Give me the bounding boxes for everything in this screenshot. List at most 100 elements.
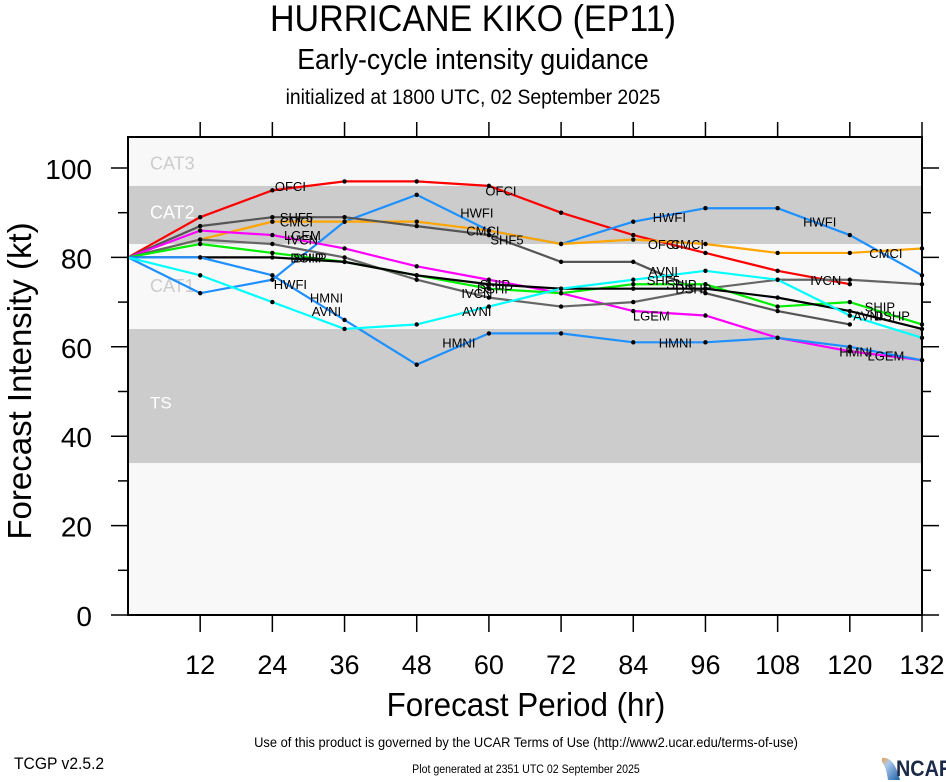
- data-point-ofci: [342, 179, 347, 184]
- series-label-hwfi: HWFI: [653, 210, 686, 225]
- data-point-hmni: [847, 344, 853, 349]
- y-tick-label: 20: [61, 512, 92, 543]
- series-labels: OFCI OFCI OFCI HWFI HWFI HWFI HWFI CMCI CMCI CMCI…: [274, 179, 910, 364]
- version-label: TCGP v2.5.2: [14, 754, 105, 773]
- data-point-shf5: [414, 223, 419, 229]
- band-label-ts: TS: [150, 393, 172, 412]
- data-point-cmci: [486, 228, 492, 233]
- y-axis-label: Forecast Intensity (kt): [1, 222, 38, 540]
- data-point-ship: [558, 290, 564, 296]
- series-label-hmni: HMNI: [659, 335, 692, 350]
- terms-of-use-notice: Use of this product is governed by the U…: [254, 734, 798, 750]
- data-point-shf5: [703, 290, 708, 296]
- series-lines: [127, 179, 925, 367]
- data-point-dshp: [775, 295, 780, 300]
- data-point-ofci: [847, 282, 853, 287]
- series-label-hmni: HMNI: [442, 335, 475, 350]
- series-label-ship: SHIP: [865, 300, 895, 315]
- data-point-cmci: [775, 250, 780, 256]
- data-point-dshp: [631, 286, 636, 291]
- series-label-ofci: OFCI: [485, 183, 516, 198]
- data-point-avni: [197, 273, 203, 278]
- series-label-ship: SHIP: [480, 277, 510, 292]
- x-tick-label: 132: [899, 650, 944, 680]
- data-point-shf5: [558, 259, 564, 265]
- data-point-hmni: [414, 362, 419, 367]
- series-label-avni: AVNI: [649, 264, 678, 279]
- y-tick-label: 100: [45, 154, 92, 185]
- data-point-dshp: [414, 273, 419, 278]
- data-point-ofci: [414, 179, 419, 184]
- data-point-hwfi: [631, 219, 636, 224]
- data-point-cmci: [631, 237, 636, 242]
- data-point-ivcn: [631, 299, 636, 305]
- series-label-cmci: CMCI: [671, 237, 704, 252]
- data-point-ship: [486, 286, 492, 291]
- x-tick-label: 84: [618, 650, 648, 680]
- series-label-hmni: HMNI: [310, 291, 343, 306]
- series-label-shf5: SHF5: [490, 233, 523, 248]
- data-point-lgem: [847, 349, 853, 354]
- data-point-ivcn: [342, 255, 347, 260]
- data-point-lgem: [270, 232, 275, 238]
- band-ts: [128, 328, 922, 464]
- series-label-avni: AVNI: [462, 304, 491, 319]
- data-point-ofci: [270, 188, 275, 193]
- series-label-dshp: DSHP: [477, 282, 513, 297]
- series-label-lgem: LGEM: [284, 228, 321, 243]
- data-point-ship: [270, 250, 275, 256]
- data-point-shf5: [342, 214, 347, 220]
- series-label-dshp: DSHP: [874, 309, 910, 324]
- data-point-dshp: [847, 308, 853, 314]
- series-label-ivcn: IVCN: [287, 233, 318, 248]
- data-point-hmni: [342, 317, 347, 323]
- band-label-cat2: CAT2: [150, 202, 195, 222]
- data-point-ivcn: [558, 304, 564, 309]
- data-point-shf5: [847, 322, 853, 327]
- data-point-dshp: [270, 255, 275, 260]
- data-point-avni: [631, 277, 636, 282]
- axes: 0 20 40 60 80 100 12 24 36 48 60 72 84 96 108 120 132: [45, 122, 945, 680]
- series-label-ivcn: IVCN: [810, 273, 841, 288]
- data-point-hmni: [197, 255, 203, 260]
- data-point-avni: [558, 286, 564, 291]
- x-tick-label: 36: [330, 650, 360, 680]
- data-point-ivcn: [486, 295, 492, 300]
- data-point-shf5: [486, 232, 492, 238]
- series-label-ofci: OFCI: [648, 237, 679, 252]
- series-label-ivcn: IVCN: [461, 286, 492, 301]
- series-label-cmci: CMCI: [280, 215, 313, 230]
- plot-frame: [127, 136, 923, 616]
- data-point-avni: [703, 268, 708, 274]
- data-point-ivcn: [197, 237, 203, 242]
- category-band-labels: TS CAT1 CAT2 CAT3: [150, 153, 195, 412]
- data-point-hwfi: [414, 192, 419, 198]
- series-label-hmni: HMNI: [839, 344, 872, 359]
- data-point-lgem: [197, 228, 203, 233]
- category-bands: [128, 136, 922, 615]
- data-point-ofci: [703, 250, 708, 256]
- data-point-avni: [342, 326, 347, 332]
- band-label-cat1: CAT1: [150, 276, 195, 296]
- data-point-cmci: [270, 219, 275, 224]
- x-tick-label: 12: [185, 650, 215, 680]
- initialization-time: initialized at 1800 UTC, 02 September 20…: [285, 86, 661, 109]
- series-label-lgem: LGEM: [633, 309, 670, 324]
- data-point-ofci: [631, 232, 636, 238]
- y-tick-label: 0: [76, 601, 92, 632]
- x-tick-label: 60: [474, 650, 504, 680]
- series-label-hwfi: HWFI: [460, 206, 493, 221]
- data-point-lgem: [486, 277, 492, 282]
- data-point-hwfi: [270, 277, 275, 282]
- series-line-avni: [127, 256, 923, 339]
- data-point-shf5: [270, 214, 275, 220]
- x-tick-label: 24: [257, 650, 287, 680]
- series-label-shf5: SHF5: [647, 273, 680, 288]
- data-point-shf5: [775, 308, 780, 314]
- series-label-hwfi: HWFI: [803, 215, 836, 230]
- data-point-ofci: [558, 210, 564, 215]
- data-point-dshp: [703, 286, 708, 291]
- data-point-dshp: [486, 282, 492, 287]
- series-label-ofci: OFCI: [275, 179, 306, 194]
- data-point-ship: [775, 304, 780, 309]
